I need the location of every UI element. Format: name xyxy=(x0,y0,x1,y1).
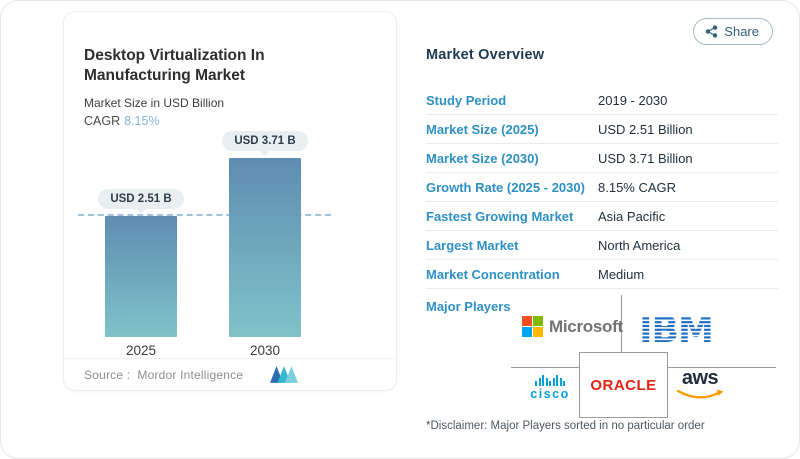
microsoft-wordmark: Microsoft xyxy=(549,316,623,336)
bar-group-2030: USD 3.71 B xyxy=(222,131,308,337)
oracle-wordmark: ORACLE xyxy=(590,376,657,394)
players-vertical-divider xyxy=(621,295,622,352)
mordor-intelligence-logo-icon xyxy=(270,366,298,388)
x-tick-2025: 2025 xyxy=(125,343,157,358)
chart-title: Desktop Virtualization In Manufacturing … xyxy=(84,47,265,85)
market-overview-panel: Market Overview Study Period 2019 - 2030… xyxy=(426,47,778,418)
bar-value-badge-2030: USD 3.71 B xyxy=(222,131,308,156)
source-value: Mordor Intelligence xyxy=(137,367,244,382)
cagr-label: CAGR xyxy=(84,114,121,128)
row-label: Market Concentration xyxy=(426,266,560,282)
row-label: Study Period xyxy=(426,92,507,108)
microsoft-logo: Microsoft xyxy=(522,316,623,337)
row-label: Fastest Growing Market xyxy=(426,208,574,224)
row-label: Largest Market xyxy=(426,237,519,253)
bar-group-2025: USD 2.51 B xyxy=(98,189,184,337)
table-row-market-size-2030: Market Size (2030) USD 3.71 Billion xyxy=(426,144,778,173)
source-label: Source : xyxy=(84,367,131,382)
share-button[interactable]: Share xyxy=(693,18,773,45)
cisco-logo: cisco xyxy=(524,375,576,401)
row-label: Market Size (2025) xyxy=(426,121,539,137)
share-icon xyxy=(706,25,718,38)
bar-chart-plot: USD 2.51 B USD 3.71 B 2025 2030 xyxy=(78,131,376,377)
table-row-market-concentration: Market Concentration Medium xyxy=(426,260,778,289)
table-row-largest-market: Largest Market North America xyxy=(426,231,778,260)
bar-2025 xyxy=(105,216,177,337)
overview-heading: Market Overview xyxy=(426,47,545,63)
table-row-growth-rate: Growth Rate (2025 - 2030) 8.15% CAGR xyxy=(426,173,778,202)
microsoft-squares-icon xyxy=(522,316,543,337)
table-row-study-period: Study Period 2019 - 2030 xyxy=(426,86,778,115)
chart-subtitle: Market Size in USD Billion xyxy=(84,96,225,110)
ibm-wordmark: IBM xyxy=(639,310,713,349)
disclaimer-text: *Disclaimer: Major Players sorted in no … xyxy=(426,420,705,432)
overview-table: Study Period 2019 - 2030 Market Size (20… xyxy=(426,86,778,289)
bar-value-badge-2025: USD 2.51 B xyxy=(98,189,184,214)
ibm-logo: IBM xyxy=(632,309,720,354)
cisco-bridge-icon xyxy=(535,375,565,386)
cagr-value: 8.15% xyxy=(124,114,160,128)
market-size-chart-card: Desktop Virtualization In Manufacturing … xyxy=(63,11,397,391)
major-players-section: Major Players Microsoft xyxy=(426,293,778,418)
row-value: USD 2.51 Billion xyxy=(598,121,693,137)
row-label: Market Size (2030) xyxy=(426,150,539,166)
chart-cagr-line: CAGR 8.15% xyxy=(84,114,160,128)
cisco-wordmark: cisco xyxy=(530,387,570,401)
row-label: Growth Rate (2025 - 2030) xyxy=(426,179,585,195)
row-value: North America xyxy=(598,237,681,253)
major-players-label: Major Players xyxy=(426,299,511,314)
oracle-logo-cell: ORACLE xyxy=(579,352,668,418)
share-label: Share xyxy=(724,24,759,39)
aws-smile-icon xyxy=(676,389,724,399)
source-line: Source : Mordor Intelligence xyxy=(84,368,243,382)
bar-2030 xyxy=(229,158,301,337)
row-value: 8.15% CAGR xyxy=(598,179,677,195)
aws-wordmark: aws xyxy=(681,367,719,389)
row-value: Asia Pacific xyxy=(598,208,666,224)
reference-dashed-line xyxy=(78,214,331,216)
row-value: Medium xyxy=(598,266,645,282)
table-row-market-size-2025: Market Size (2025) USD 2.51 Billion xyxy=(426,115,778,144)
row-value: 2019 - 2030 xyxy=(598,92,668,108)
row-value: USD 3.71 Billion xyxy=(598,150,693,166)
chart-footer: Source : Mordor Intelligence xyxy=(64,358,396,390)
aws-logo: aws xyxy=(675,368,725,407)
table-row-fastest-growing-market: Fastest Growing Market Asia Pacific xyxy=(426,202,778,231)
x-tick-2030: 2030 xyxy=(249,343,281,358)
